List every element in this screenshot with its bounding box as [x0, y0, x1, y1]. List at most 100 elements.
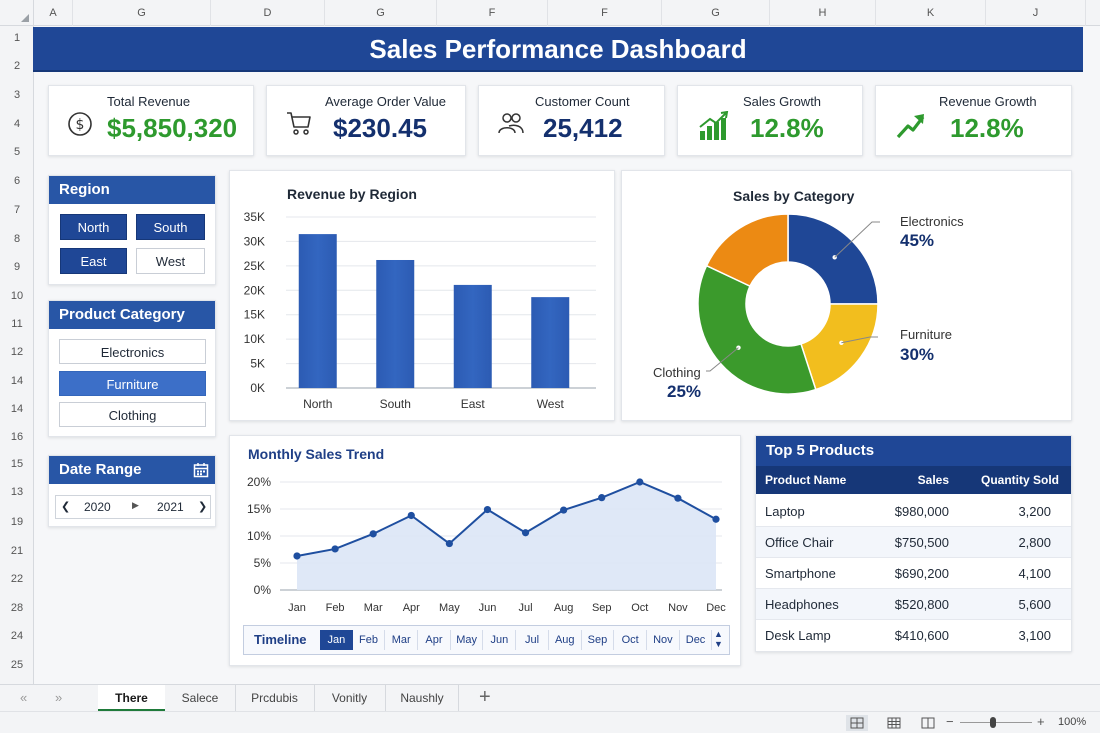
row-header[interactable]: 21	[10, 545, 24, 557]
row-header[interactable]: 5	[13, 146, 21, 158]
row-header[interactable]: 2	[13, 60, 21, 72]
region-west-button[interactable]: West	[136, 248, 205, 274]
donut-slice-furniture[interactable]	[800, 303, 879, 391]
column-header-quantity-sold[interactable]: Quantity Sold	[981, 473, 1059, 487]
timeline-month-sep[interactable]: Sep	[582, 630, 615, 650]
scroll-last-sheet-icon[interactable]: »	[55, 690, 63, 705]
data-point-mar[interactable]	[369, 530, 377, 538]
data-point-sep[interactable]	[598, 494, 606, 502]
region-north-button[interactable]: North	[60, 214, 127, 240]
sheet-tab-prcdubis[interactable]: Prcdubis	[235, 685, 313, 712]
row-header[interactable]: 8	[13, 233, 21, 245]
normal-view-icon[interactable]	[846, 715, 868, 731]
sheet-tab-salece[interactable]: Salece	[181, 691, 219, 705]
page-layout-view-icon[interactable]	[884, 715, 904, 731]
donut-slice-electronics[interactable]	[787, 213, 879, 305]
timeline-month-apr[interactable]: Apr	[418, 630, 451, 650]
sheet-tab-naushly[interactable]: Naushly	[385, 685, 459, 712]
chevron-left-icon[interactable]: ❮	[61, 501, 71, 513]
data-point-jun[interactable]	[483, 505, 492, 514]
add-sheet-icon[interactable]: +	[479, 686, 491, 708]
row-header[interactable]: 10	[10, 290, 24, 302]
data-point-nov[interactable]	[674, 494, 682, 502]
data-point-feb[interactable]	[331, 545, 339, 553]
row-header[interactable]: 1	[13, 32, 21, 44]
donut-slice[interactable]	[705, 213, 789, 288]
table-row[interactable]: Laptop $980,000 3,200	[756, 496, 1071, 527]
table-row[interactable]: Desk Lamp $410,600 3,100	[756, 620, 1071, 651]
zoom-in-icon[interactable]: +	[1037, 714, 1045, 729]
row-header[interactable]: 6	[13, 175, 21, 187]
column-header-sales[interactable]: Sales	[917, 473, 949, 487]
row-header[interactable]: 12	[10, 346, 24, 358]
timeline-month-jun[interactable]: Jun	[484, 630, 517, 650]
data-point-dec[interactable]	[712, 515, 720, 523]
category-electronics-button[interactable]: Electronics	[59, 339, 206, 364]
column-header[interactable]: G	[73, 0, 211, 26]
column-header-a[interactable]: A	[34, 0, 73, 26]
timeline-month-oct[interactable]: Oct	[614, 630, 647, 650]
timeline-month-jan[interactable]: Jan	[320, 630, 353, 650]
data-point-may[interactable]	[445, 539, 453, 548]
data-point-apr[interactable]	[407, 511, 415, 520]
row-header[interactable]: 7	[13, 204, 21, 216]
date-range-to[interactable]: 2021	[157, 500, 184, 514]
chevron-right-icon[interactable]: ❯	[198, 501, 208, 513]
column-header[interactable]: G	[662, 0, 770, 26]
column-header[interactable]: F	[548, 0, 662, 26]
row-header[interactable]: 15	[10, 458, 24, 470]
calendar-icon[interactable]	[193, 462, 209, 478]
table-row[interactable]: Headphones $520,800 5,600	[756, 589, 1071, 620]
column-header[interactable]: H	[770, 0, 876, 26]
timeline-month-dec[interactable]: Dec	[680, 630, 713, 650]
zoom-slider-track[interactable]	[960, 722, 1032, 723]
data-point-jan[interactable]	[293, 552, 301, 560]
row-header[interactable]: 24	[10, 630, 24, 642]
bar-west[interactable]	[531, 297, 570, 388]
row-header[interactable]: 14	[10, 375, 24, 387]
timeline-month-feb[interactable]: Feb	[353, 630, 386, 650]
bar-south[interactable]	[376, 259, 415, 388]
column-header[interactable]: G	[325, 0, 437, 26]
row-header[interactable]: 9	[13, 261, 21, 273]
timeline-month-may[interactable]: May	[451, 630, 484, 650]
column-header-product-name[interactable]: Product Name	[765, 473, 847, 487]
row-header[interactable]: 28	[10, 602, 24, 614]
row-header[interactable]: 14	[10, 403, 24, 415]
sheet-tab-there[interactable]: There	[98, 685, 165, 712]
table-row[interactable]: Smartphone $690,200 4,100	[756, 558, 1071, 589]
region-south-button[interactable]: South	[136, 214, 205, 240]
timeline-month-aug[interactable]: Aug	[549, 630, 582, 650]
table-row[interactable]: Office Chair $750,500 2,800	[756, 527, 1071, 558]
timeline-scroll-icon[interactable]: ▲ ▼	[714, 629, 723, 649]
row-header[interactable]: 16	[10, 431, 24, 443]
row-header[interactable]: 3	[13, 89, 21, 101]
data-point-jul[interactable]	[521, 529, 530, 537]
timeline-month-nov[interactable]: Nov	[647, 630, 680, 650]
select-all-corner[interactable]	[0, 0, 34, 26]
donut-slice-clothing[interactable]	[697, 264, 817, 395]
category-clothing-button[interactable]: Clothing	[59, 402, 206, 427]
row-header[interactable]: 25	[10, 659, 24, 671]
caret-right-icon[interactable]: ▶	[132, 500, 139, 510]
data-point-oct[interactable]	[636, 478, 644, 486]
timeline-month-jul[interactable]: Jul	[516, 630, 549, 650]
zoom-slider-thumb[interactable]	[990, 717, 996, 728]
row-header[interactable]: 19	[10, 516, 24, 528]
zoom-level[interactable]: 100%	[1058, 716, 1087, 728]
column-header[interactable]: J	[986, 0, 1086, 26]
category-furniture-button[interactable]: Furniture	[59, 371, 206, 396]
timeline-month-mar[interactable]: Mar	[385, 630, 419, 650]
scroll-first-sheet-icon[interactable]: «	[20, 690, 28, 705]
row-header[interactable]: 13	[10, 486, 24, 498]
column-header[interactable]: F	[437, 0, 548, 26]
data-point-aug[interactable]	[560, 506, 568, 514]
bar-north[interactable]	[298, 234, 337, 388]
region-east-button[interactable]: East	[60, 248, 127, 274]
bar-east[interactable]	[453, 284, 492, 388]
date-range-from[interactable]: 2020	[84, 500, 111, 514]
row-header[interactable]: 4	[13, 118, 21, 130]
row-header[interactable]: 11	[11, 318, 23, 330]
column-header[interactable]: D	[211, 0, 325, 26]
sheet-tab-vonitly[interactable]: Vonitly	[314, 685, 384, 712]
